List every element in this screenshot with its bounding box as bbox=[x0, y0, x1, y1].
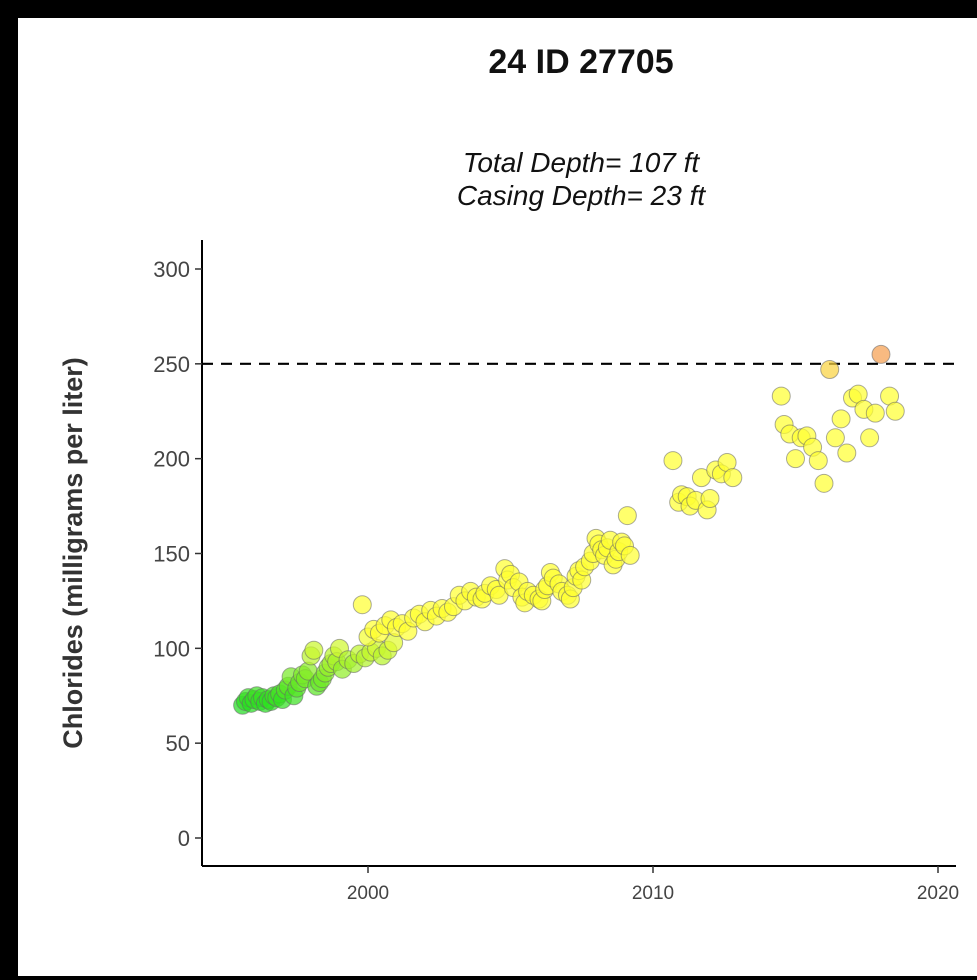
data-point bbox=[820, 360, 840, 380]
subtitle-total-depth: Total Depth= 107 ft bbox=[462, 147, 700, 178]
data-point bbox=[723, 468, 743, 488]
data-points bbox=[233, 344, 905, 715]
x-tick-label: 2010 bbox=[632, 883, 674, 904]
data-point bbox=[885, 401, 905, 421]
data-point bbox=[620, 545, 640, 565]
data-point bbox=[865, 403, 885, 423]
data-point bbox=[808, 451, 828, 471]
chart-title: 24 ID 27705 bbox=[488, 43, 674, 81]
data-point bbox=[786, 449, 805, 469]
data-point bbox=[700, 488, 720, 508]
y-axis-label: Chlorides (milligrams per liter) bbox=[58, 357, 88, 749]
data-point bbox=[663, 451, 683, 471]
data-point bbox=[814, 473, 834, 493]
data-point bbox=[771, 386, 791, 406]
subtitle-casing-depth: Casing Depth= 23 ft bbox=[456, 180, 706, 211]
y-tick-label: 200 bbox=[153, 447, 190, 472]
y-tick-label: 0 bbox=[178, 826, 190, 851]
data-point bbox=[860, 428, 880, 448]
y-tick-label: 250 bbox=[153, 352, 190, 377]
data-point bbox=[825, 428, 845, 448]
y-tick-label: 50 bbox=[166, 731, 190, 756]
data-point bbox=[871, 344, 891, 364]
data-point bbox=[617, 506, 637, 526]
chart-subtitle: Total Depth= 107 ft Casing Depth= 23 ft bbox=[0, 146, 977, 212]
axes: 0 50 100 150 200 250 300 2000 2010 2020 bbox=[153, 240, 959, 904]
x-tick-label: 2020 bbox=[917, 883, 959, 904]
y-tick-label: 150 bbox=[153, 542, 190, 567]
data-point bbox=[304, 640, 324, 660]
y-tick-label: 300 bbox=[153, 257, 190, 282]
plot-panel bbox=[18, 18, 977, 976]
x-tick-label: 2000 bbox=[347, 883, 389, 904]
data-point bbox=[837, 443, 857, 463]
data-point bbox=[352, 595, 372, 615]
y-tick-label: 100 bbox=[153, 636, 190, 661]
data-point bbox=[831, 409, 851, 429]
